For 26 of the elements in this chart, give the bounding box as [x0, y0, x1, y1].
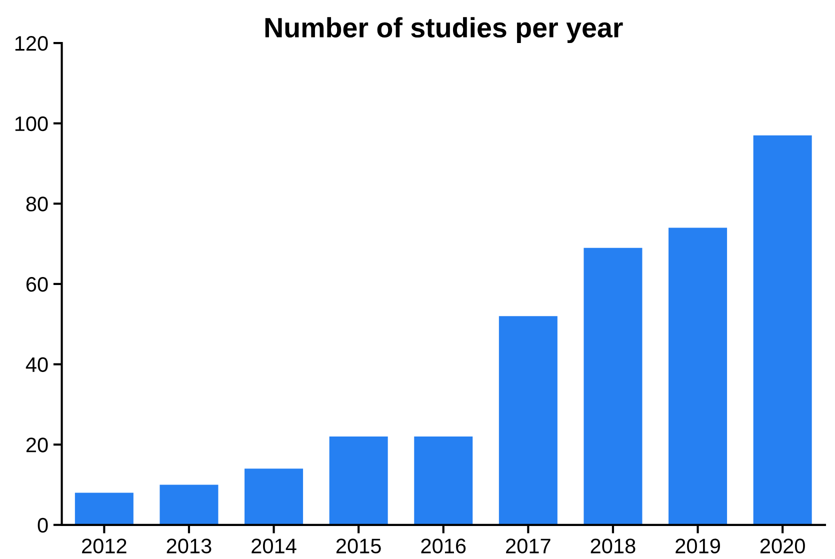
bar — [498, 316, 558, 525]
chart-title: Number of studies per year — [265, 17, 623, 44]
bar — [329, 436, 388, 525]
x-tick-label: 2018 — [590, 538, 636, 554]
bar — [160, 484, 218, 525]
y-tick-label: 80 — [26, 196, 48, 212]
y-tick-label: 40 — [26, 357, 48, 372]
x-tick-label: 2015 — [336, 538, 381, 554]
x-tick-label: 2012 — [82, 538, 126, 554]
x-tick-label: 2019 — [676, 538, 720, 554]
bar — [414, 436, 473, 525]
bar — [584, 248, 642, 525]
x-tick-label: 2020 — [760, 538, 805, 554]
bar — [74, 492, 134, 525]
x-tick-label: 2016 — [421, 538, 466, 554]
x-tick-label: 2014 — [252, 538, 296, 554]
y-tick-label: 0 — [38, 518, 48, 533]
y-tick-label: 60 — [26, 276, 48, 292]
bar — [753, 135, 812, 525]
x-tick-label: 2013 — [166, 538, 212, 554]
y-tick-label: 20 — [26, 438, 48, 452]
y-tick-label: 120 — [15, 36, 48, 51]
y-tick-label: 100 — [15, 116, 48, 132]
bar — [668, 228, 728, 525]
bar — [244, 468, 304, 525]
x-tick-label: 2017 — [506, 538, 550, 554]
